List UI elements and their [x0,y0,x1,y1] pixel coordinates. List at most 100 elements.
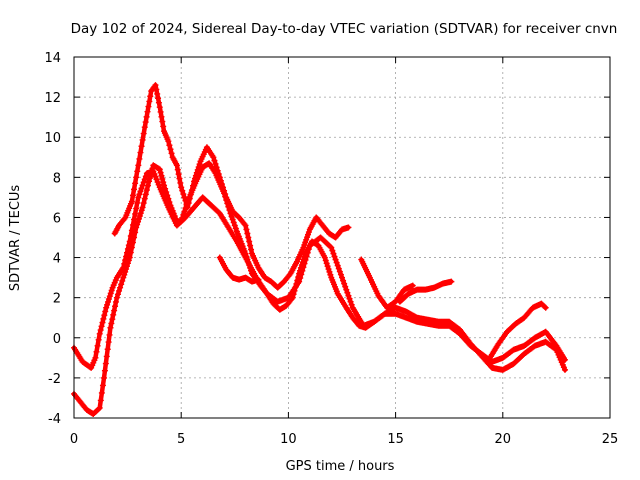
data-point-marker [193,169,200,176]
data-point-marker [245,234,252,241]
data-point-marker [189,182,196,189]
data-point-marker [296,270,303,277]
series-track-d [216,254,262,285]
data-point-marker [146,98,153,105]
y-tick-label: -2 [48,372,61,387]
data-point-marker [244,256,251,263]
data-point-marker [329,247,336,254]
data-point-marker [191,175,198,182]
data-point-marker [133,174,140,181]
data-point-marker [135,162,142,169]
data-point-marker [229,216,236,223]
data-point-marker [95,405,102,412]
data-point-marker [297,267,304,274]
data-point-marker [145,103,152,110]
data-point-marker [142,191,149,198]
data-point-marker [96,404,103,411]
data-point-marker [196,161,203,168]
data-point-marker [184,204,191,211]
data-point-marker [176,175,183,182]
data-point-marker [140,130,147,137]
data-point-marker [218,181,225,188]
data-point-marker [104,301,111,308]
x-tick-labels: 0 5 10 15 20 25 [70,432,618,447]
data-point-marker [300,256,307,263]
data-point-marker [134,199,141,206]
data-point-marker [165,138,172,145]
data-point-marker [215,170,222,177]
data-point-marker [144,108,151,115]
data-point-marker [330,250,337,257]
data-point-marker [186,195,193,202]
data-point-marker [179,215,186,222]
data-point-marker [98,389,105,396]
data-point-marker [332,256,339,263]
data-point-marker [231,222,238,229]
data-point-marker [106,331,113,338]
data-point-marker [294,277,301,284]
y-tick-label: 0 [53,332,61,347]
data-point-marker [123,266,130,273]
data-point-marker [331,253,338,260]
data-point-marker [299,259,306,266]
x-axis-label: GPS time / hours [286,459,395,474]
data-point-marker [143,187,150,194]
series-track-f [396,278,455,305]
series-track-c [111,82,352,291]
data-point-marker [248,267,255,274]
data-point-marker [214,167,221,174]
data-point-marker [185,200,192,207]
data-point-marker [255,276,262,283]
data-point-marker [326,268,333,275]
data-point-marker [173,162,180,169]
data-point-marker [448,278,455,285]
data-point-marker [113,294,120,301]
data-point-marker [99,319,106,326]
data-point-marker [140,179,147,186]
data-point-marker [138,207,145,214]
data-point-marker [147,93,154,100]
data-point-marker [120,274,127,281]
y-tick-label: 6 [53,211,61,226]
data-point-marker [139,182,146,189]
data-point-marker [101,374,108,381]
data-point-marker [345,292,352,299]
data-point-marker [220,184,227,191]
data-point-marker [127,249,134,256]
data-point-marker [131,234,138,241]
data-point-marker [135,218,142,225]
data-point-marker [180,191,187,198]
data-point-marker [142,119,149,126]
series-track-b [71,160,568,417]
data-point-marker [146,175,153,182]
data-point-marker [138,143,145,150]
data-point-marker [106,293,113,300]
data-point-marker [103,304,110,311]
data-point-marker [339,274,345,281]
data-point-marker [98,323,105,330]
data-point-marker [134,221,141,228]
data-point-marker [195,164,202,171]
data-point-marker [138,185,145,192]
data-point-marker [295,274,302,281]
data-point-marker [97,327,104,334]
data-point-marker [221,187,228,194]
data-point-marker [93,348,100,355]
data-point-marker [561,366,568,373]
data-point-marker [118,281,125,288]
data-point-marker [140,200,147,207]
data-point-marker [131,186,138,193]
data-point-marker [104,346,111,353]
data-point-marker [247,242,254,249]
data-point-marker [289,294,296,301]
y-tick-label: 2 [53,292,61,307]
data-point-marker [542,304,549,311]
data-point-marker [175,171,182,178]
data-point-marker [291,287,298,294]
data-point-marker [124,260,131,267]
data-point-marker [137,188,144,195]
data-point-marker [159,118,166,125]
data-point-marker [325,266,332,273]
data-point-marker [108,287,115,294]
